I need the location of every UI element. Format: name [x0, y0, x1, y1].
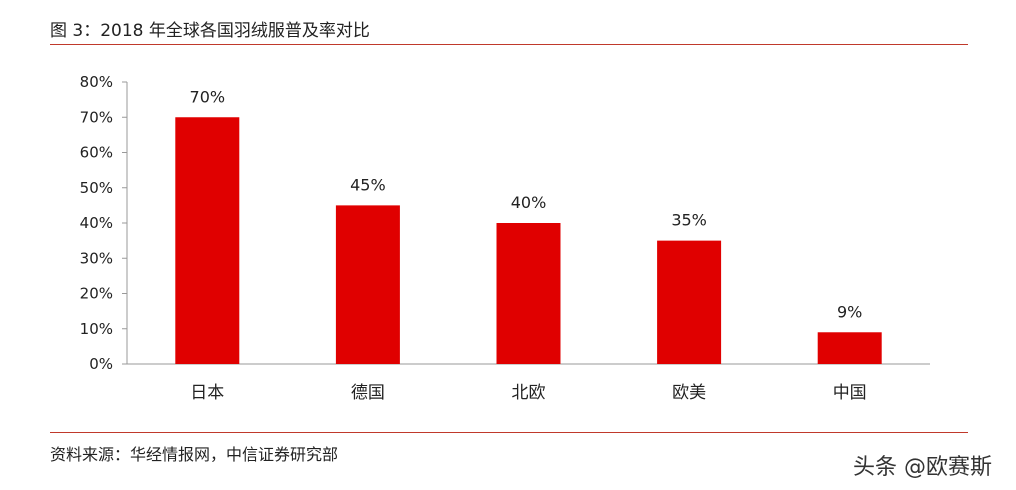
- bar-chart: 0% 10% 20% 30% 40% 50% 60% 70% 80% 70% 45% 40% 35% 9…: [80, 73, 930, 403]
- source-divider: [50, 432, 968, 433]
- bar-value-label: 9%: [837, 302, 862, 321]
- bar-value-label: 35%: [671, 211, 707, 230]
- y-tick-label: 60%: [80, 144, 113, 162]
- bar-value-label: 40%: [511, 193, 547, 212]
- bar-value-label: 45%: [350, 175, 386, 194]
- data-labels: 70% 45% 40% 35% 9%: [190, 87, 863, 321]
- bar: [335, 205, 400, 364]
- x-axis-labels: 日本 德国 北欧 欧美 中国: [190, 383, 866, 403]
- x-category-label: 北欧: [512, 383, 546, 403]
- y-tick-label: 80%: [80, 73, 113, 91]
- y-tick-label: 10%: [80, 320, 113, 338]
- x-category-label: 欧美: [672, 383, 706, 403]
- bars: [175, 117, 882, 364]
- y-tick-label: 0%: [89, 355, 113, 373]
- bar-value-label: 70%: [190, 87, 226, 106]
- y-tick-label: 30%: [80, 249, 113, 267]
- chart-title: 图 3：2018 年全球各国羽绒服普及率对比: [50, 21, 370, 41]
- y-tick-label: 40%: [80, 214, 113, 232]
- y-tick-label: 70%: [80, 108, 113, 126]
- title-divider: [50, 44, 968, 45]
- y-axis-ticks: 0% 10% 20% 30% 40% 50% 60% 70% 80%: [80, 73, 127, 373]
- bar: [496, 223, 561, 364]
- source-note: 资料来源：华经情报网，中信证券研究部: [50, 445, 339, 464]
- y-tick-label: 20%: [80, 285, 113, 303]
- y-tick-label: 50%: [80, 179, 113, 197]
- bar: [175, 117, 240, 364]
- x-category-label: 日本: [190, 383, 224, 403]
- bar: [657, 240, 722, 364]
- x-category-label: 德国: [351, 383, 385, 403]
- x-category-label: 中国: [833, 383, 867, 403]
- bar: [817, 332, 882, 364]
- watermark: 头条 @欧赛斯: [853, 455, 992, 480]
